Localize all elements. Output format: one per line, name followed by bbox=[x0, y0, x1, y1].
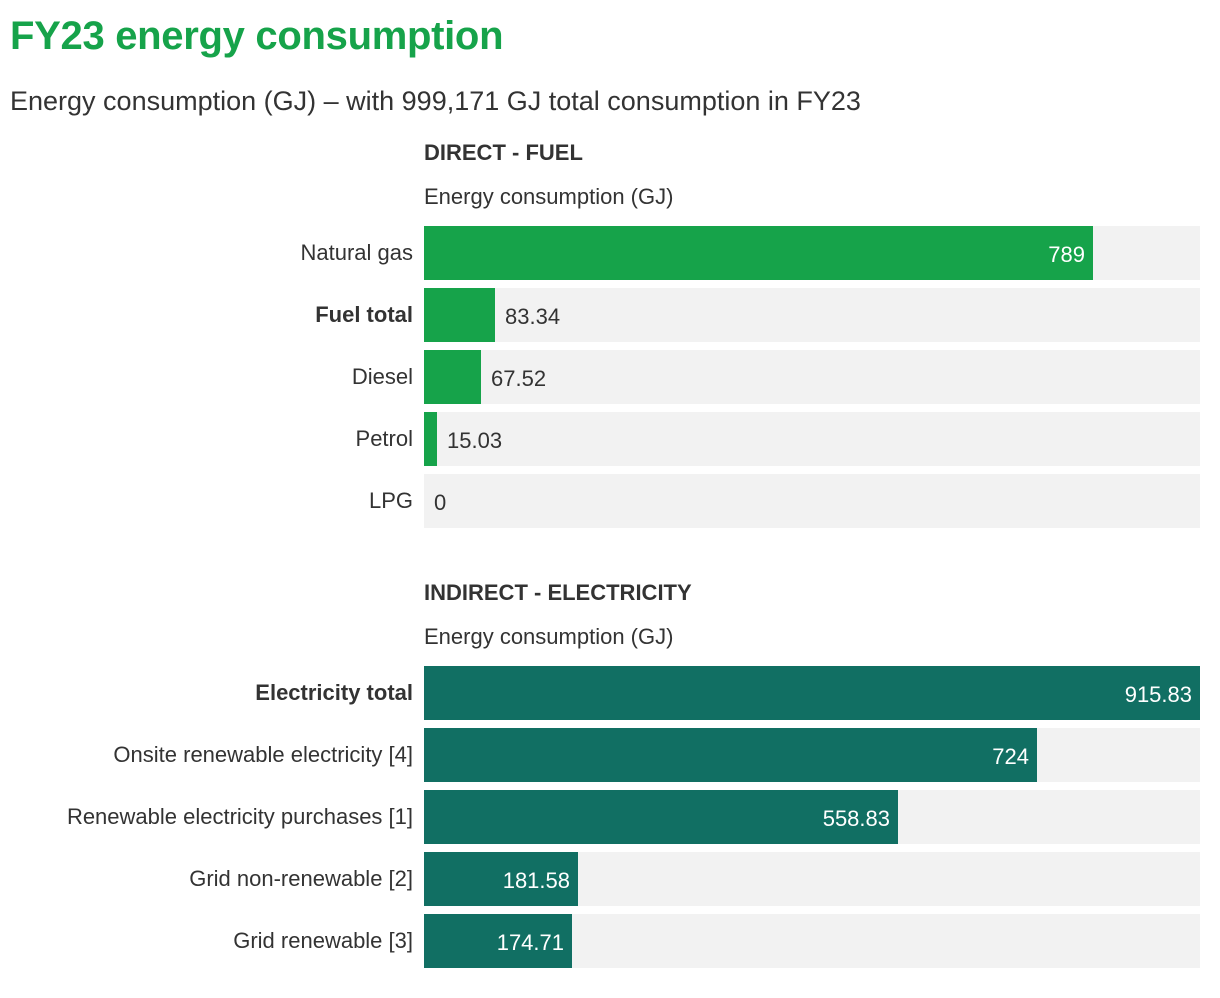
data-label: 15.03 bbox=[447, 428, 503, 453]
direct-fuel-heading: DIRECT - FUEL bbox=[424, 140, 583, 165]
bar bbox=[424, 350, 481, 404]
bar bbox=[424, 288, 495, 342]
indirect-electricity-axis-label: Energy consumption (GJ) bbox=[424, 624, 674, 649]
direct-fuel-axis-label: Energy consumption (GJ) bbox=[424, 184, 674, 209]
bar bbox=[424, 914, 572, 968]
bar-track: 915.83 bbox=[424, 666, 1200, 720]
bar-track: 67.52 bbox=[424, 350, 1200, 404]
bar bbox=[424, 852, 578, 906]
category-label: Fuel total bbox=[315, 302, 413, 327]
bar-track: 0 bbox=[424, 474, 1200, 528]
data-label: 915.83 bbox=[1124, 682, 1192, 707]
bar bbox=[424, 790, 898, 844]
data-label: 558.83 bbox=[822, 806, 890, 831]
bar-track: 789 bbox=[424, 226, 1200, 280]
bar-track: 83.34 bbox=[424, 288, 1200, 342]
category-label: Grid renewable [3] bbox=[233, 928, 413, 953]
category-label: Electricity total bbox=[255, 680, 413, 705]
bar-track: 15.03 bbox=[424, 412, 1200, 466]
bar-track: 174.71 bbox=[424, 914, 1200, 968]
data-label: 83.34 bbox=[505, 304, 561, 329]
bar-track: 181.58 bbox=[424, 852, 1200, 906]
data-label: 724 bbox=[992, 744, 1029, 769]
data-label: 0 bbox=[434, 490, 447, 515]
bar bbox=[424, 666, 1200, 720]
bar-track: 558.83 bbox=[424, 790, 1200, 844]
data-label: 67.52 bbox=[491, 366, 547, 391]
bar bbox=[424, 226, 1093, 280]
data-label: 181.58 bbox=[502, 868, 570, 893]
bar bbox=[424, 728, 1037, 782]
category-label: Petrol bbox=[355, 426, 413, 451]
data-label: 789 bbox=[1048, 242, 1085, 267]
category-label: Grid non-renewable [2] bbox=[189, 866, 413, 891]
data-label: 174.71 bbox=[496, 930, 564, 955]
category-label: Natural gas bbox=[300, 240, 413, 265]
bar-track: 724 bbox=[424, 728, 1200, 782]
bar bbox=[424, 412, 437, 466]
indirect-electricity-heading: INDIRECT - ELECTRICITY bbox=[424, 580, 692, 605]
chart-title: FY23 energy consumption bbox=[10, 14, 504, 58]
category-label: LPG bbox=[368, 488, 413, 513]
category-label: Onsite renewable electricity [4] bbox=[113, 742, 413, 767]
category-label: Diesel bbox=[351, 364, 413, 389]
chart-subtitle: Energy consumption (GJ) – with 999,171 G… bbox=[10, 86, 861, 116]
category-label: Renewable electricity purchases [1] bbox=[66, 804, 413, 829]
